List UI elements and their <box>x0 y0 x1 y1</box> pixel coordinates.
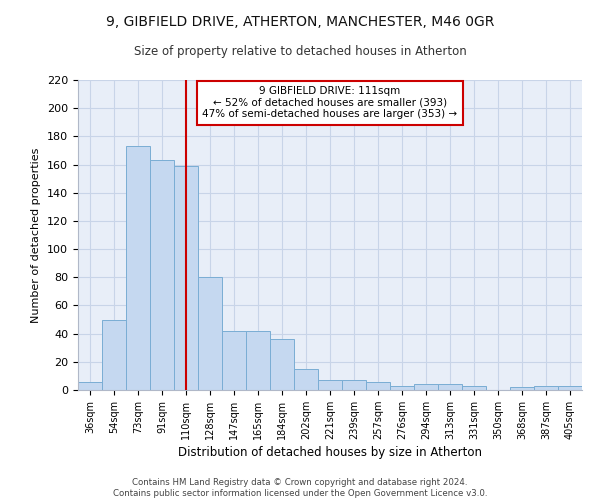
Bar <box>342 380 366 390</box>
Bar <box>294 369 318 390</box>
Bar <box>510 387 534 390</box>
Bar <box>102 320 126 390</box>
Text: Contains HM Land Registry data © Crown copyright and database right 2024.
Contai: Contains HM Land Registry data © Crown c… <box>113 478 487 498</box>
Bar <box>78 382 102 390</box>
Bar <box>222 331 246 390</box>
Bar <box>390 386 414 390</box>
Bar <box>438 384 462 390</box>
Y-axis label: Number of detached properties: Number of detached properties <box>31 148 41 322</box>
Bar <box>270 340 294 390</box>
Text: Size of property relative to detached houses in Atherton: Size of property relative to detached ho… <box>134 45 466 58</box>
X-axis label: Distribution of detached houses by size in Atherton: Distribution of detached houses by size … <box>178 446 482 459</box>
Bar <box>246 331 270 390</box>
Bar <box>318 380 342 390</box>
Bar <box>558 386 582 390</box>
Bar <box>366 382 390 390</box>
Bar <box>414 384 438 390</box>
Bar <box>534 386 558 390</box>
Bar <box>462 386 486 390</box>
Text: 9, GIBFIELD DRIVE, ATHERTON, MANCHESTER, M46 0GR: 9, GIBFIELD DRIVE, ATHERTON, MANCHESTER,… <box>106 15 494 29</box>
Bar <box>198 278 222 390</box>
Text: 9 GIBFIELD DRIVE: 111sqm
← 52% of detached houses are smaller (393)
47% of semi-: 9 GIBFIELD DRIVE: 111sqm ← 52% of detach… <box>202 86 458 120</box>
Bar <box>126 146 150 390</box>
Bar <box>174 166 198 390</box>
Bar <box>150 160 174 390</box>
